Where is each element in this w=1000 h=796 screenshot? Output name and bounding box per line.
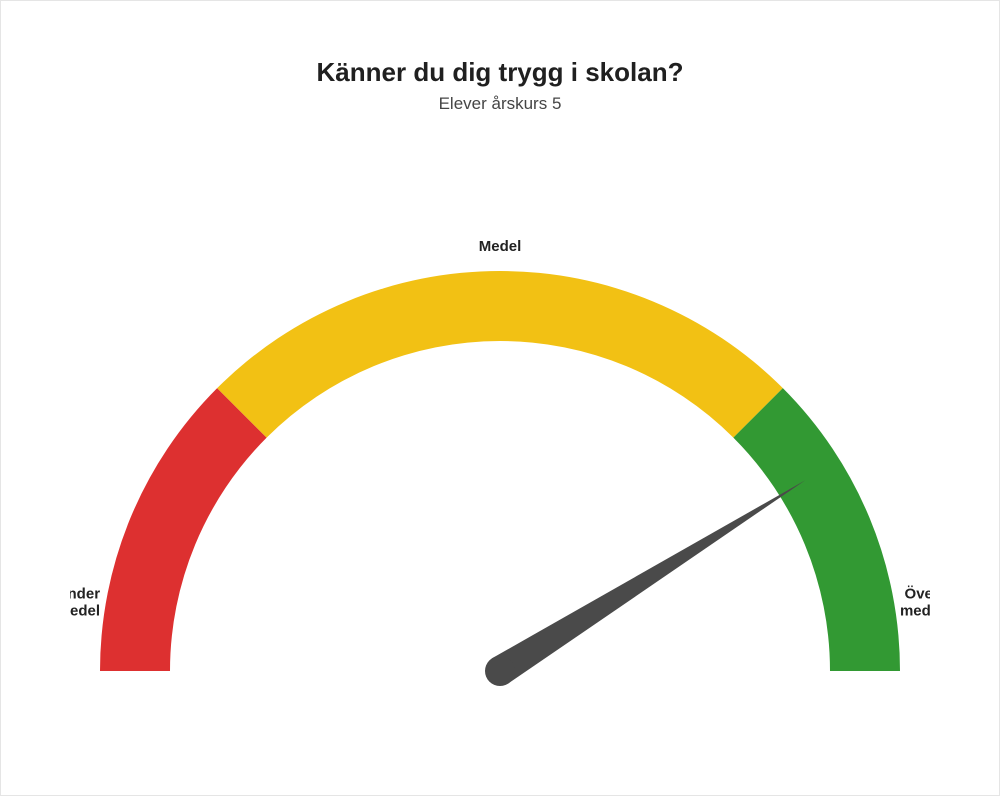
- chart-subtitle: Elever årskurs 5: [1, 94, 999, 114]
- gauge-segment-label-2: Övermedel: [900, 585, 930, 619]
- gauge-segment-label-1: Medel: [479, 238, 522, 255]
- gauge-chart: Undermedel Medel Övermedel: [70, 161, 930, 721]
- gauge-container: Undermedel Medel Övermedel: [1, 161, 999, 721]
- chart-titles: Känner du dig trygg i skolan? Elever års…: [1, 57, 999, 114]
- chart-title: Känner du dig trygg i skolan?: [1, 57, 999, 88]
- gauge-needle-hub: [485, 656, 515, 686]
- chart-card: { "title": "Känner du dig trygg i skolan…: [0, 0, 1000, 796]
- gauge-segment-0: [100, 388, 267, 671]
- gauge-segment-1: [217, 271, 783, 438]
- gauge-segment-2: [733, 388, 900, 671]
- gauge-segment-label-0: Undermedel: [70, 585, 100, 619]
- gauge-needle: [492, 480, 805, 683]
